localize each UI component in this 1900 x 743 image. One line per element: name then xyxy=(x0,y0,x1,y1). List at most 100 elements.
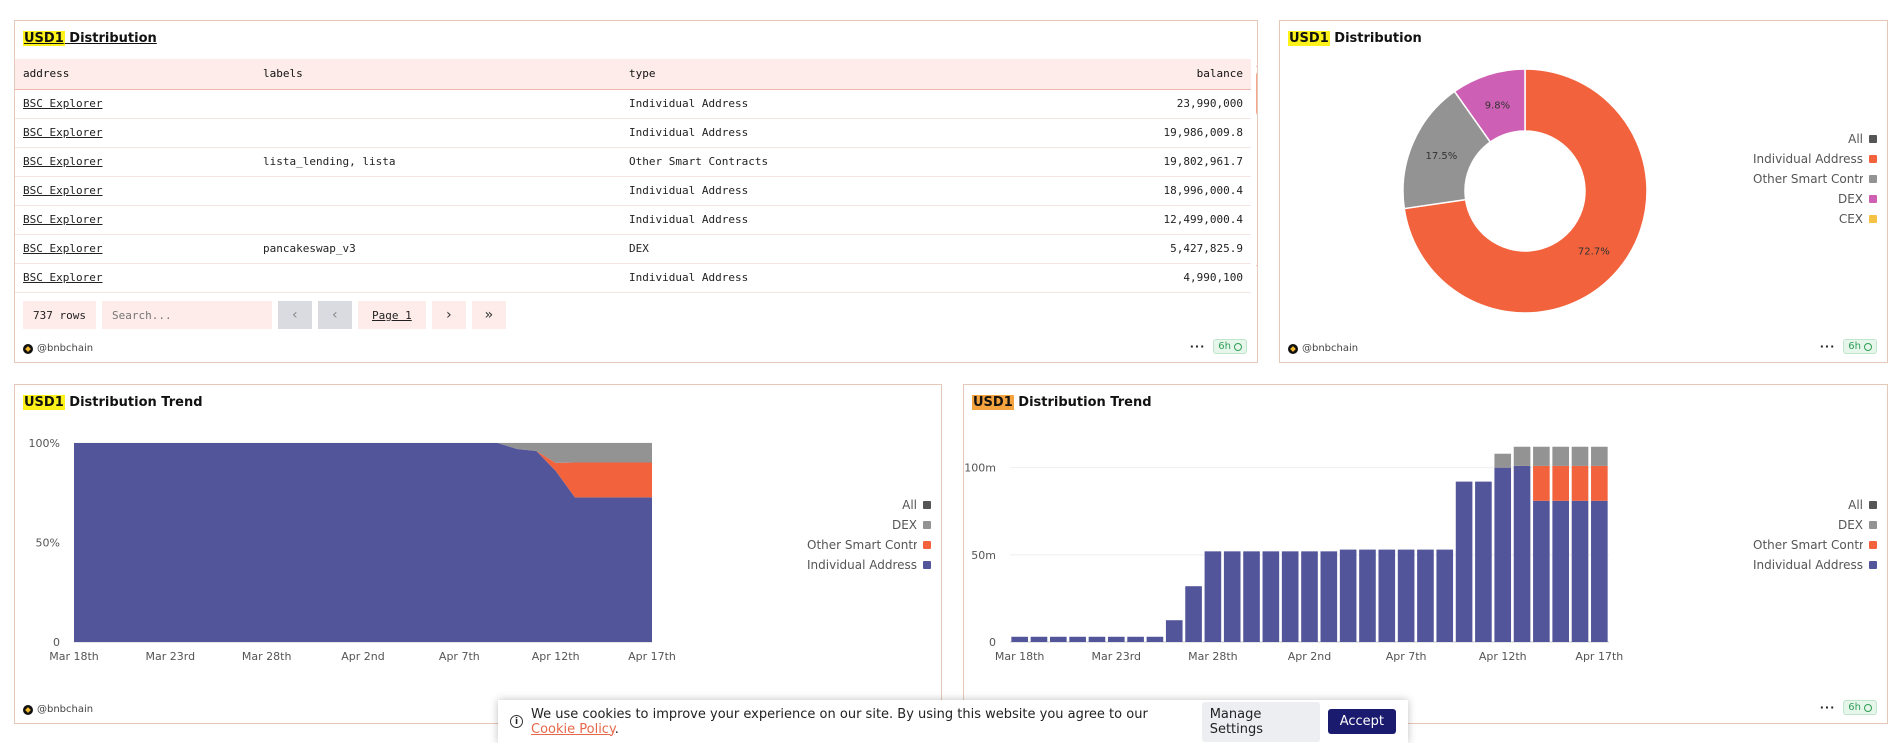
bar-individual-address[interactable] xyxy=(1049,636,1067,642)
bar-individual-address[interactable] xyxy=(1223,551,1241,642)
cell-address[interactable]: BSC Explorer xyxy=(15,234,255,264)
more-options-icon[interactable]: ··· xyxy=(1819,340,1836,353)
bar-individual-address[interactable] xyxy=(1552,500,1570,642)
bar-individual-address[interactable] xyxy=(1513,465,1531,642)
bar-individual-address[interactable] xyxy=(1533,500,1550,642)
bar-individual-address[interactable] xyxy=(1011,636,1028,642)
table-search-input[interactable] xyxy=(101,301,272,329)
bsc-explorer-link[interactable]: BSC Explorer xyxy=(23,126,103,139)
bar-other-smart-contracts[interactable] xyxy=(1591,465,1608,501)
col-header-labels[interactable]: labels xyxy=(255,59,621,90)
bar-individual-address[interactable] xyxy=(1571,500,1589,642)
bar-individual-address[interactable] xyxy=(1301,551,1318,642)
bar-individual-address[interactable] xyxy=(1339,549,1357,642)
panel-author[interactable]: @bnbchain xyxy=(23,343,93,354)
refresh-age-badge[interactable]: 6h xyxy=(1843,700,1877,715)
bar-dex[interactable] xyxy=(1591,446,1608,466)
bar-individual-address[interactable] xyxy=(1127,636,1144,642)
legend-item[interactable]: Other Smart Contracts xyxy=(807,535,931,555)
pie-slice[interactable] xyxy=(1403,68,1648,314)
refresh-age-badge[interactable]: 6h xyxy=(1213,339,1247,354)
legend-item[interactable]: All xyxy=(1753,495,1877,515)
bsc-explorer-link[interactable]: BSC Explorer xyxy=(23,213,103,226)
bar-individual-address[interactable] xyxy=(1069,636,1086,642)
more-options-icon[interactable]: ··· xyxy=(1189,340,1206,353)
bar-individual-address[interactable] xyxy=(1591,500,1608,642)
cell-address[interactable]: BSC Explorer xyxy=(15,176,255,206)
bar-dex[interactable] xyxy=(1494,453,1512,468)
bsc-explorer-link[interactable]: BSC Explorer xyxy=(23,155,103,168)
bsc-explorer-link[interactable]: BSC Explorer xyxy=(23,184,103,197)
page-indicator[interactable]: Page 1 xyxy=(357,301,426,329)
bar-dex[interactable] xyxy=(1533,446,1550,466)
accept-cookies-button[interactable]: Accept xyxy=(1327,709,1396,734)
col-header-type[interactable]: type xyxy=(621,59,981,90)
page-label[interactable]: Page 1 xyxy=(371,308,412,322)
bar-individual-address[interactable] xyxy=(1378,549,1396,642)
refresh-age-badge[interactable]: 6h xyxy=(1843,339,1877,354)
bar-dex[interactable] xyxy=(1552,446,1570,466)
pie-slice[interactable] xyxy=(1453,68,1526,144)
bar-dex[interactable] xyxy=(1571,446,1589,466)
col-header-address[interactable]: address xyxy=(15,59,255,90)
area-series-other-smart-contracts[interactable] xyxy=(74,443,652,498)
bar-other-smart-contracts[interactable] xyxy=(1533,465,1550,501)
bar-individual-address[interactable] xyxy=(1146,636,1164,642)
bar-individual-address[interactable] xyxy=(1185,586,1202,642)
legend-item[interactable]: Other Smart Contracts xyxy=(1753,169,1877,189)
bar-individual-address[interactable] xyxy=(1397,549,1415,642)
cell-address[interactable]: BSC Explorer xyxy=(15,263,255,293)
panel-author[interactable]: @bnbchain xyxy=(1288,343,1358,354)
bar-individual-address[interactable] xyxy=(1088,636,1106,642)
bar-other-smart-contracts[interactable] xyxy=(1571,465,1589,501)
prev-page-button[interactable]: ‹ xyxy=(317,301,352,329)
scroll-down-arrow-icon[interactable] xyxy=(1256,265,1257,271)
bar-individual-address[interactable] xyxy=(1359,549,1376,642)
bar-individual-address[interactable] xyxy=(1262,551,1280,642)
bar-individual-address[interactable] xyxy=(1165,620,1183,642)
legend-item[interactable]: DEX xyxy=(807,515,931,535)
bar-individual-address[interactable] xyxy=(1030,636,1048,642)
bar-individual-address[interactable] xyxy=(1475,481,1492,642)
more-options-icon[interactable]: ··· xyxy=(1819,701,1836,714)
bar-dex[interactable] xyxy=(1513,446,1531,466)
legend-item[interactable]: DEX xyxy=(1753,515,1877,535)
bar-individual-address[interactable] xyxy=(1107,636,1125,642)
bar-individual-address[interactable] xyxy=(1417,549,1434,642)
next-page-button[interactable]: › xyxy=(431,301,466,329)
legend-item[interactable]: All xyxy=(807,495,931,515)
legend-item[interactable]: CEX xyxy=(1753,209,1877,229)
legend-item[interactable]: Individual Address xyxy=(1753,555,1877,575)
manage-settings-button[interactable]: Manage Settings xyxy=(1201,701,1320,742)
col-header-balance[interactable]: balance xyxy=(981,59,1251,90)
legend-item[interactable]: Other Smart Contracts xyxy=(1753,535,1877,555)
cookie-policy-link[interactable]: Cookie Policy xyxy=(531,721,615,737)
bar-other-smart-contracts[interactable] xyxy=(1552,465,1570,501)
bar-individual-address[interactable] xyxy=(1436,549,1454,642)
bsc-explorer-link[interactable]: BSC Explorer xyxy=(23,271,103,284)
cell-address[interactable]: BSC Explorer xyxy=(15,205,255,235)
legend-item[interactable]: All xyxy=(1753,129,1877,149)
panel-title[interactable]: USD1 Distribution xyxy=(23,31,157,46)
area-series-individual-address[interactable] xyxy=(74,443,652,642)
bsc-explorer-link[interactable]: BSC Explorer xyxy=(23,242,103,255)
scroll-thumb[interactable] xyxy=(1256,71,1257,116)
scroll-up-arrow-icon[interactable] xyxy=(1256,61,1257,67)
table-scrollbar[interactable] xyxy=(1255,61,1257,271)
bar-individual-address[interactable] xyxy=(1243,551,1260,642)
area-series-dex[interactable] xyxy=(74,443,652,463)
first-page-button[interactable]: ‹ xyxy=(277,301,312,329)
legend-item[interactable]: Individual Address xyxy=(1753,149,1877,169)
panel-author[interactable]: @bnbchain xyxy=(23,704,93,715)
cell-address[interactable]: BSC Explorer xyxy=(15,118,255,148)
last-page-button[interactable]: » xyxy=(471,301,506,329)
bsc-explorer-link[interactable]: BSC Explorer xyxy=(23,97,103,110)
cell-address[interactable]: BSC Explorer xyxy=(15,89,255,119)
cell-address[interactable]: BSC Explorer xyxy=(15,147,255,177)
bar-individual-address[interactable] xyxy=(1455,481,1473,642)
legend-item[interactable]: Individual Address xyxy=(807,555,931,575)
bar-individual-address[interactable] xyxy=(1320,551,1338,642)
bar-individual-address[interactable] xyxy=(1204,551,1222,642)
legend-item[interactable]: DEX xyxy=(1753,189,1877,209)
bar-individual-address[interactable] xyxy=(1281,551,1299,642)
